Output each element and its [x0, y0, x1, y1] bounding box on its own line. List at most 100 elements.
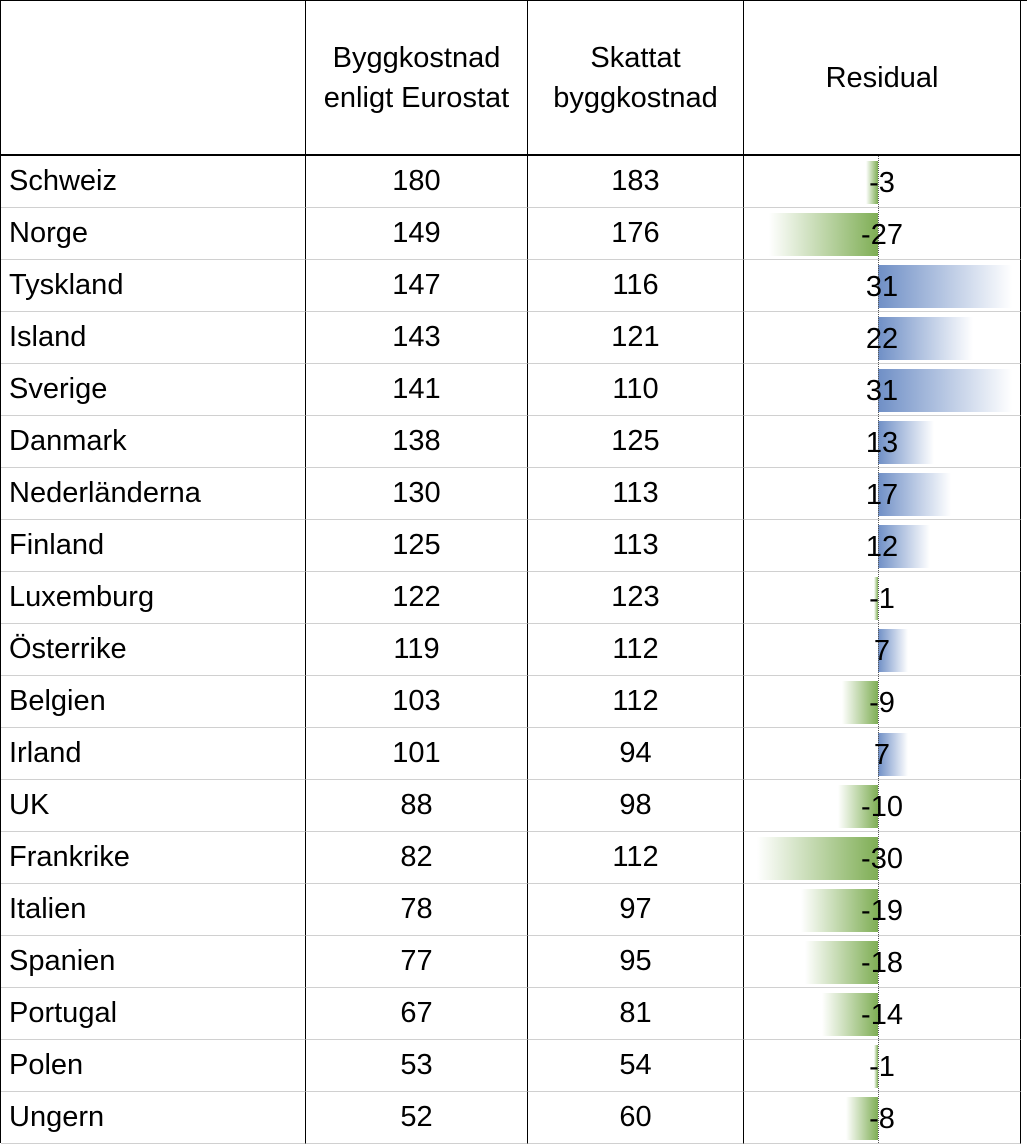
estimated-cost-cell: 110 [528, 364, 744, 416]
residual-cell: 17 [744, 468, 1021, 520]
residual-zero-axis [878, 364, 879, 415]
eurostat-cost-cell: 67 [306, 988, 528, 1040]
residual-value-label: -8 [869, 1103, 895, 1135]
residual-value-label: -9 [869, 687, 895, 719]
estimated-cost-cell: 125 [528, 416, 744, 468]
header-residual: Residual [744, 1, 1021, 156]
residual-value-label: 31 [865, 375, 899, 407]
residual-zero-axis [878, 520, 879, 571]
eurostat-cost-cell: 78 [306, 884, 528, 936]
estimated-cost-cell: 113 [528, 468, 744, 520]
country-cell: Österrike [1, 624, 306, 676]
residual-cell: 22 [744, 312, 1021, 364]
estimated-cost-cell: 54 [528, 1040, 744, 1092]
eurostat-cost-cell: 147 [306, 260, 528, 312]
estimated-cost-cell: 183 [528, 156, 744, 208]
residual-zero-axis [878, 832, 879, 883]
residual-bar-positive [878, 265, 1012, 308]
eurostat-cost-cell: 77 [306, 936, 528, 988]
header-eurostat: Byggkostnad enligt Eurostat [306, 1, 528, 156]
country-cell: Island [1, 312, 306, 364]
residual-cell: -18 [744, 936, 1021, 988]
residual-zero-axis [878, 884, 879, 935]
eurostat-cost-cell: 82 [306, 832, 528, 884]
residual-zero-axis [878, 936, 879, 987]
eurostat-cost-cell: 122 [306, 572, 528, 624]
residual-cell: -8 [744, 1092, 1021, 1144]
residual-value-label: -1 [869, 583, 895, 615]
residual-bar-positive [878, 317, 974, 360]
residual-cell: 31 [744, 364, 1021, 416]
residual-value-label: 12 [865, 531, 899, 563]
residual-bar-positive [878, 369, 1012, 412]
country-cell: Italien [1, 884, 306, 936]
residual-value-label: -14 [861, 999, 903, 1031]
residual-bar-negative [873, 1045, 878, 1088]
residual-cell: 31 [744, 260, 1021, 312]
country-cell: Frankrike [1, 832, 306, 884]
country-cell: Nederländerna [1, 468, 306, 520]
residual-value-label: -27 [861, 219, 903, 251]
residual-cell: 7 [744, 728, 1021, 780]
residual-value-label: -3 [869, 167, 895, 199]
residual-value-label: 7 [873, 635, 891, 667]
residual-zero-axis [878, 1040, 879, 1091]
country-cell: Luxemburg [1, 572, 306, 624]
residual-bar-negative [841, 681, 878, 724]
country-cell: Polen [1, 1040, 306, 1092]
residual-cell: 13 [744, 416, 1021, 468]
residual-zero-axis [878, 624, 879, 675]
residual-cell: -14 [744, 988, 1021, 1040]
country-cell: Norge [1, 208, 306, 260]
country-cell: Belgien [1, 676, 306, 728]
residual-cell: -3 [744, 156, 1021, 208]
eurostat-cost-cell: 149 [306, 208, 528, 260]
residual-zero-axis [878, 728, 879, 779]
eurostat-cost-cell: 119 [306, 624, 528, 676]
eurostat-cost-cell: 180 [306, 156, 528, 208]
residual-bar-negative [821, 993, 878, 1036]
residual-value-label: -18 [861, 947, 903, 979]
residual-bar-negative [865, 161, 878, 204]
residual-cell: 12 [744, 520, 1021, 572]
residual-zero-axis [878, 468, 879, 519]
country-cell: Schweiz [1, 156, 306, 208]
eurostat-cost-cell: 143 [306, 312, 528, 364]
residual-bar-negative [757, 837, 878, 880]
estimated-cost-cell: 113 [528, 520, 744, 572]
residual-bar-negative [805, 941, 878, 984]
residual-zero-axis [878, 260, 879, 311]
residual-cell: -1 [744, 1040, 1021, 1092]
country-cell: Ungern [1, 1092, 306, 1144]
residual-bar-negative [873, 577, 878, 620]
residual-cell: -19 [744, 884, 1021, 936]
residual-zero-axis [878, 416, 879, 467]
estimated-cost-cell: 123 [528, 572, 744, 624]
residual-zero-axis [878, 572, 879, 623]
residual-value-label: -10 [861, 791, 903, 823]
residual-cell: 7 [744, 624, 1021, 676]
estimated-cost-cell: 116 [528, 260, 744, 312]
eurostat-cost-cell: 125 [306, 520, 528, 572]
residual-bar-negative [801, 889, 878, 932]
residual-zero-axis [878, 676, 879, 727]
residual-zero-axis [878, 1092, 879, 1143]
eurostat-cost-cell: 101 [306, 728, 528, 780]
residual-bar-negative [837, 785, 878, 828]
country-cell: Finland [1, 520, 306, 572]
residual-zero-axis [878, 208, 879, 259]
estimated-cost-cell: 112 [528, 624, 744, 676]
residual-zero-axis [878, 156, 879, 207]
estimated-cost-cell: 94 [528, 728, 744, 780]
estimated-cost-cell: 97 [528, 884, 744, 936]
country-cell: Tyskland [1, 260, 306, 312]
residual-zero-axis [878, 780, 879, 831]
header-estimated: Skattat byggkostnad [528, 1, 744, 156]
estimated-cost-cell: 112 [528, 832, 744, 884]
residual-value-label: 17 [865, 479, 899, 511]
estimated-cost-cell: 98 [528, 780, 744, 832]
country-cell: Spanien [1, 936, 306, 988]
residual-value-label: 13 [865, 427, 899, 459]
estimated-cost-cell: 95 [528, 936, 744, 988]
